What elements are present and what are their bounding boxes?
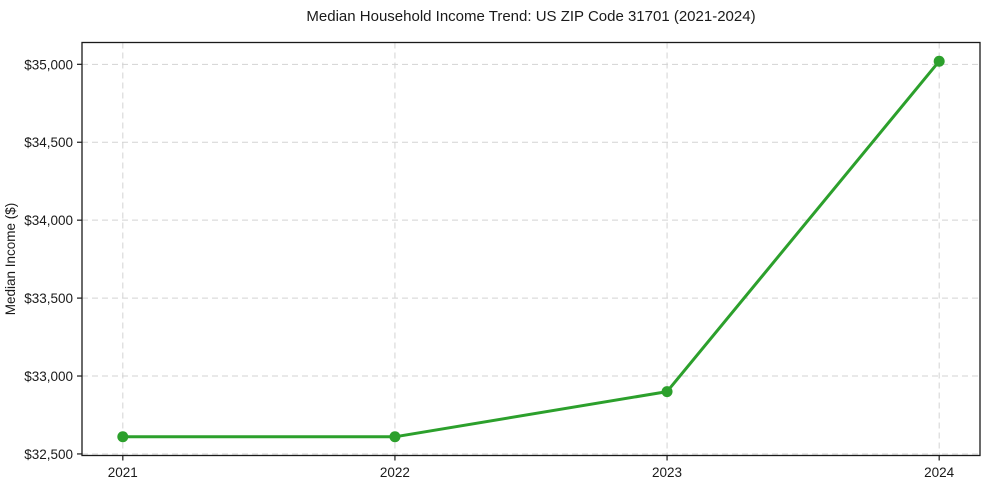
y-tick-label: $34,500: [24, 135, 73, 150]
x-tick-label: 2022: [380, 465, 410, 480]
data-point-2021: [117, 431, 129, 443]
axes-frame: [81, 41, 981, 457]
y-axis-label: Median Income ($): [3, 203, 18, 316]
plot-area: $32,500 $33,000 $33,500 $34,000 $34,500 $35,0…: [24, 41, 981, 480]
data-point-2023: [661, 386, 673, 398]
y-tick-label: $32,500: [24, 447, 73, 462]
x-tick-label: 2023: [652, 465, 682, 480]
y-tick-label: $33,000: [24, 369, 73, 384]
trend-line: [121, 59, 941, 439]
y-tick-label: $35,000: [24, 57, 73, 72]
chart-title: Median Household Income Trend: US ZIP Co…: [306, 8, 755, 25]
y-tick-label: $34,000: [24, 213, 73, 228]
y-tick-label: $33,500: [24, 291, 73, 306]
x-tick-label: 2024: [924, 465, 955, 480]
x-tick-label: 2021: [108, 465, 138, 480]
data-point-2022: [389, 431, 401, 443]
data-point-2024: [933, 55, 945, 67]
